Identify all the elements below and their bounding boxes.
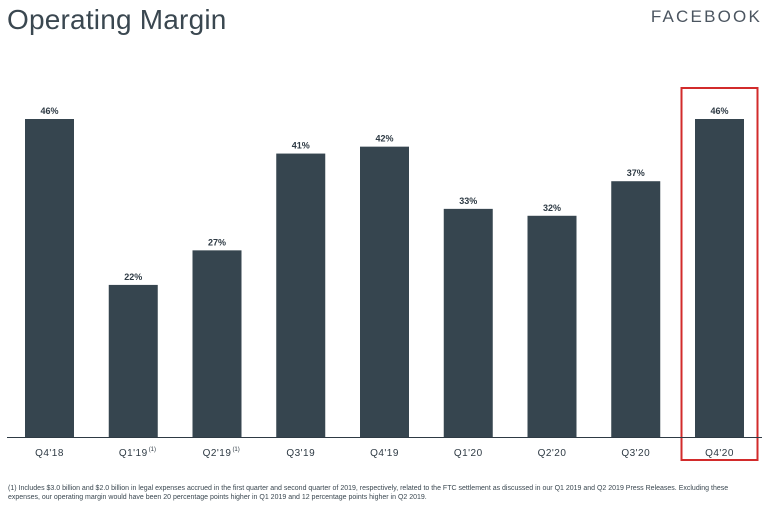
bar: [25, 119, 74, 437]
bar: [443, 208, 493, 437]
data-label: 41%: [292, 141, 310, 151]
x-tick-label: Q3'19: [286, 448, 315, 459]
data-label: 42%: [375, 134, 393, 144]
x-tick-label: Q4'20: [705, 448, 734, 459]
x-tick-label: Q1'19: [119, 448, 148, 459]
x-tick-label: Q2'19: [203, 448, 232, 459]
data-label: 33%: [459, 196, 477, 206]
bar: [360, 146, 409, 438]
bar: [527, 215, 577, 437]
x-tick-label: Q2'20: [538, 448, 567, 459]
data-label: 46%: [40, 106, 58, 116]
data-label: 32%: [543, 203, 561, 213]
data-label: 27%: [208, 237, 226, 247]
footnote-marker: (1): [149, 447, 156, 453]
brand-logo: FACEBOOK: [650, 7, 762, 26]
data-label: 37%: [627, 168, 645, 178]
highlight-box: [680, 87, 759, 461]
x-tick-label: Q3'20: [621, 448, 650, 459]
x-tick-label: Q4'19: [370, 448, 399, 459]
footnote: (1) Includes $3.0 billion and $2.0 billi…: [8, 485, 729, 501]
data-label: 46%: [710, 106, 728, 116]
bar: [276, 153, 326, 437]
bar: [192, 250, 242, 437]
x-tick-label: Q4'18: [35, 448, 64, 459]
page-title: Operating Margin: [7, 4, 227, 35]
x-tick-label: Q1'20: [454, 448, 483, 459]
bar: [108, 284, 158, 437]
bar: [695, 119, 744, 437]
bar: [611, 181, 661, 437]
footnote-marker: (1): [232, 447, 239, 453]
data-label: 22%: [124, 272, 142, 282]
